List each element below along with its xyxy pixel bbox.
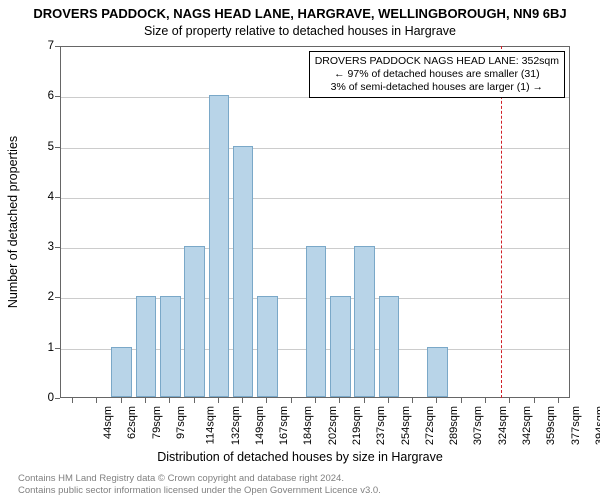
x-tick-label: 132sqm <box>230 406 242 445</box>
histogram-bar <box>379 296 400 397</box>
y-tick <box>55 46 60 47</box>
plot-area: DROVERS PADDOCK NAGS HEAD LANE: 352sqm ←… <box>60 46 570 398</box>
y-tick-label: 0 <box>34 392 54 404</box>
x-tick <box>315 398 316 403</box>
chart-title-sub: Size of property relative to detached ho… <box>0 24 600 38</box>
x-tick-label: 254sqm <box>400 406 412 445</box>
footer-attribution: Contains HM Land Registry data © Crown c… <box>18 473 381 496</box>
histogram-bar <box>184 246 205 397</box>
histogram-bar <box>160 296 181 397</box>
x-tick-label: 289sqm <box>448 406 460 445</box>
y-tick <box>55 96 60 97</box>
y-tick-label: 5 <box>34 141 54 153</box>
gridline <box>61 198 569 199</box>
x-tick-label: 79sqm <box>151 406 163 439</box>
x-tick <box>242 398 243 403</box>
x-tick <box>169 398 170 403</box>
y-tick <box>55 197 60 198</box>
chart-title-main: DROVERS PADDOCK, NAGS HEAD LANE, HARGRAV… <box>0 6 600 21</box>
x-tick <box>364 398 365 403</box>
marker-line <box>501 46 502 398</box>
y-tick-label: 6 <box>34 90 54 102</box>
x-tick <box>194 398 195 403</box>
x-tick-label: 202sqm <box>327 406 339 445</box>
histogram-bar <box>427 347 448 397</box>
x-tick-label: 307sqm <box>473 406 485 445</box>
histogram-bar <box>354 246 375 397</box>
y-tick-label: 7 <box>34 40 54 52</box>
x-tick <box>266 398 267 403</box>
x-tick-label: 149sqm <box>254 406 266 445</box>
y-tick <box>55 247 60 248</box>
x-tick <box>339 398 340 403</box>
gridline <box>61 148 569 149</box>
annotation-box: DROVERS PADDOCK NAGS HEAD LANE: 352sqm ←… <box>309 51 565 98</box>
y-tick <box>55 398 60 399</box>
x-tick-label: 394sqm <box>594 406 600 445</box>
footer-line2: Contains public sector information licen… <box>18 485 381 496</box>
x-tick-label: 359sqm <box>545 406 557 445</box>
y-tick-label: 4 <box>34 191 54 203</box>
x-tick-label: 377sqm <box>570 406 582 445</box>
x-tick <box>436 398 437 403</box>
annotation-line2: ← 97% of detached houses are smaller (31… <box>315 68 559 81</box>
x-tick <box>485 398 486 403</box>
x-tick <box>72 398 73 403</box>
x-tick <box>121 398 122 403</box>
y-tick <box>55 147 60 148</box>
histogram-bar <box>233 146 254 397</box>
y-tick-label: 3 <box>34 241 54 253</box>
annotation-line3: 3% of semi-detached houses are larger (1… <box>315 81 559 94</box>
y-axis-label: Number of detached properties <box>6 46 20 398</box>
x-axis-label: Distribution of detached houses by size … <box>0 450 600 464</box>
x-tick <box>145 398 146 403</box>
histogram-bar <box>136 296 157 397</box>
y-tick <box>55 348 60 349</box>
x-tick-label: 97sqm <box>175 406 187 439</box>
x-tick-label: 114sqm <box>205 406 217 444</box>
x-tick <box>96 398 97 403</box>
histogram-bar <box>330 296 351 397</box>
x-tick-label: 219sqm <box>351 406 363 445</box>
x-tick-label: 272sqm <box>424 406 436 445</box>
x-tick-label: 342sqm <box>521 406 533 445</box>
footer-line1: Contains HM Land Registry data © Crown c… <box>18 473 381 484</box>
x-tick <box>558 398 559 403</box>
x-tick <box>461 398 462 403</box>
histogram-bar <box>257 296 278 397</box>
x-tick-label: 324sqm <box>497 406 509 445</box>
y-tick <box>55 297 60 298</box>
x-tick <box>534 398 535 403</box>
x-tick <box>412 398 413 403</box>
histogram-bar <box>209 95 230 397</box>
x-tick <box>291 398 292 403</box>
x-tick-label: 237sqm <box>375 406 387 445</box>
x-tick-label: 62sqm <box>126 406 138 439</box>
x-tick <box>388 398 389 403</box>
y-tick-label: 2 <box>34 291 54 303</box>
annotation-line1: DROVERS PADDOCK NAGS HEAD LANE: 352sqm <box>315 55 559 68</box>
histogram-bar <box>306 246 327 397</box>
x-tick-label: 167sqm <box>278 406 290 445</box>
x-tick <box>218 398 219 403</box>
x-tick-label: 44sqm <box>102 406 114 439</box>
histogram-bar <box>111 347 132 397</box>
x-tick <box>509 398 510 403</box>
x-tick-label: 184sqm <box>303 406 315 445</box>
y-tick-label: 1 <box>34 342 54 354</box>
